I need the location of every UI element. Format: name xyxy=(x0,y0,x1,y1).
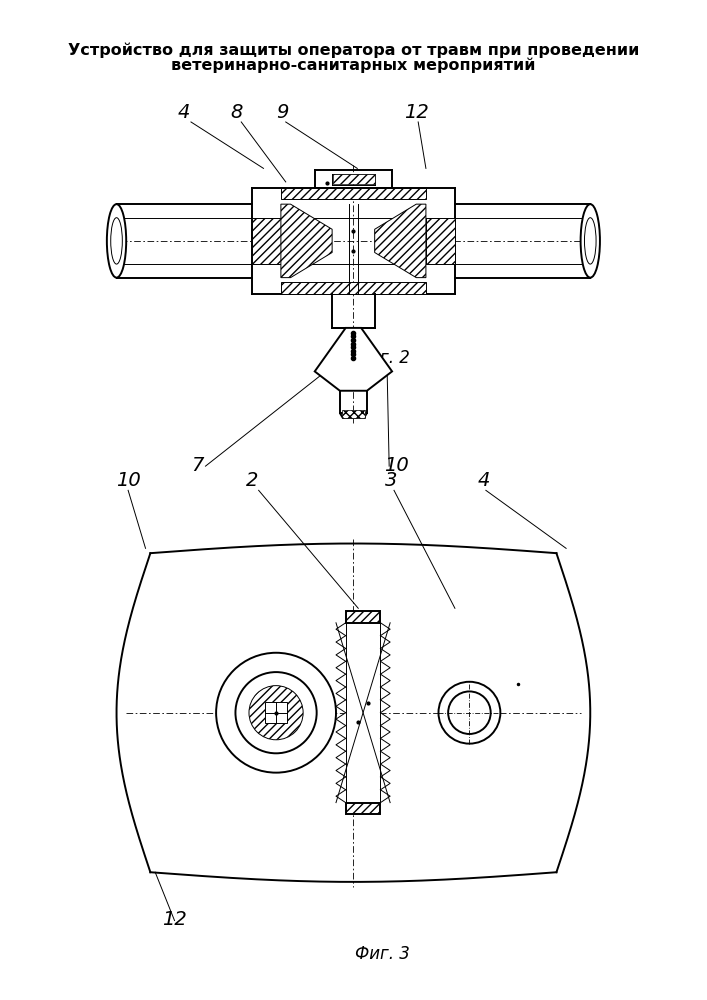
Text: 4: 4 xyxy=(478,471,490,490)
Text: 3: 3 xyxy=(385,471,397,490)
Polygon shape xyxy=(375,204,426,278)
Bar xyxy=(265,702,287,723)
Polygon shape xyxy=(315,328,392,391)
Circle shape xyxy=(216,653,336,773)
Text: ветеринарно-санитарных мероприятий: ветеринарно-санитарных мероприятий xyxy=(171,57,536,73)
Text: 10: 10 xyxy=(117,471,141,490)
Text: Фиг. 2: Фиг. 2 xyxy=(355,349,410,367)
Circle shape xyxy=(448,691,491,734)
Text: Устройство для защиты оператора от травм при проведении: Устройство для защиты оператора от травм… xyxy=(68,43,639,58)
Text: 12: 12 xyxy=(404,103,428,122)
Bar xyxy=(346,803,380,814)
Bar xyxy=(346,611,380,623)
Circle shape xyxy=(438,682,501,744)
Text: 4: 4 xyxy=(178,103,190,122)
Text: 10: 10 xyxy=(385,456,409,475)
Ellipse shape xyxy=(585,218,596,264)
Text: 9: 9 xyxy=(276,103,289,122)
Text: Фиг. 3: Фиг. 3 xyxy=(355,945,410,963)
Ellipse shape xyxy=(107,204,126,278)
Ellipse shape xyxy=(580,204,600,278)
Bar xyxy=(344,623,382,803)
Text: 7: 7 xyxy=(192,456,204,475)
Polygon shape xyxy=(340,413,367,418)
Bar xyxy=(333,174,375,184)
Bar xyxy=(426,218,455,264)
Circle shape xyxy=(249,686,303,740)
Polygon shape xyxy=(281,204,332,278)
Text: 12: 12 xyxy=(162,910,187,929)
Circle shape xyxy=(235,672,317,753)
Text: 2: 2 xyxy=(246,471,258,490)
Bar xyxy=(252,218,281,264)
Ellipse shape xyxy=(111,218,122,264)
Bar xyxy=(341,410,365,418)
Bar xyxy=(281,282,426,294)
Bar xyxy=(281,188,426,199)
Text: 8: 8 xyxy=(230,103,243,122)
